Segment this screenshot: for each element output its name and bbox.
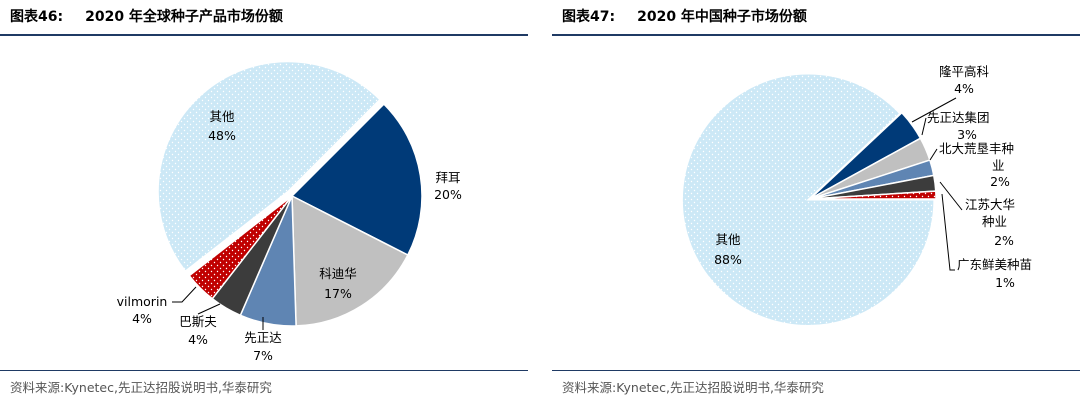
slice-value: 88%	[714, 252, 742, 267]
slice-label: 广东鲜美种苗	[957, 257, 1032, 272]
slice-value: 48%	[208, 128, 236, 143]
slice-value: 1%	[995, 275, 1015, 290]
pie-chart-china: 隆平高科4%先正达集团3%北大荒垦丰种业2%江苏大华种业2%广东鲜美种苗1%其他…	[681, 64, 1032, 327]
slice-label: 先正达	[244, 330, 282, 345]
figure-number: 图表47:	[562, 9, 616, 25]
leader-line	[941, 193, 955, 271]
figure-title: 2020 年中国种子市场份额	[637, 9, 807, 25]
leader-line	[929, 148, 938, 161]
slice-value: 20%	[434, 187, 462, 202]
pie-slice-1	[291, 194, 409, 327]
title-rule	[552, 34, 1080, 36]
slice-value: 7%	[253, 348, 273, 363]
pie-slice-4	[188, 195, 293, 300]
slice-value: 3%	[957, 127, 977, 142]
footer-rule	[0, 370, 528, 371]
slice-value: 2%	[990, 174, 1010, 189]
slice-label: 隆平高科	[939, 64, 990, 79]
title-rule	[0, 34, 528, 36]
slice-label: 其他	[209, 109, 235, 124]
leader-line	[939, 181, 963, 211]
pie-slice-4	[809, 190, 937, 200]
pie-slice-0	[290, 103, 423, 257]
pie-chart-global: 拜耳 20% 科迪华 17% 先正达 7% 巴斯夫 4% vilmorin 4% 其他 48%	[117, 60, 462, 363]
leader-line	[172, 286, 197, 303]
slice-label: 拜耳	[435, 170, 460, 185]
slice-label: 科迪华	[319, 266, 357, 281]
slice-label: 巴斯夫	[179, 314, 217, 329]
slice-value: 17%	[324, 286, 352, 301]
slice-label: 北大荒垦丰种业	[939, 141, 1014, 173]
chart-panel-global: 图表46: 2020 年全球种子产品市场份额 拜耳 20% 科迪华 17% 先正达 7% 巴斯…	[0, 0, 528, 403]
slice-label: vilmorin	[117, 294, 168, 309]
source-note: 资料来源:Kynetec,先正达招股说明书,华泰研究	[10, 380, 272, 395]
figure-title: 2020 年全球种子产品市场份额	[85, 9, 283, 25]
footer-rule	[552, 370, 1080, 371]
slice-label: 江苏大华种业	[965, 197, 1015, 229]
pie-slice-5	[157, 60, 382, 273]
figure-number: 图表46:	[10, 9, 64, 25]
leader-line	[197, 303, 221, 315]
pie-slice-5	[681, 72, 935, 327]
leader-line	[911, 97, 957, 123]
leader-line	[921, 117, 927, 136]
slice-value: 4%	[132, 311, 152, 326]
slice-label: 其他	[715, 232, 741, 247]
chart-panel-china: 图表47: 2020 年中国种子市场份额 隆平高科 4% 先正达集团 3% 北大荒垦丰种业…	[552, 0, 1080, 403]
slice-value: 4%	[954, 81, 974, 96]
source-note: 资料来源:Kynetec,先正达招股说明书,华泰研究	[562, 380, 824, 395]
slice-label: 先正达集团	[927, 110, 990, 125]
chart-title: 图表46: 2020 年全球种子产品市场份额	[10, 6, 283, 26]
slice-value: 2%	[994, 233, 1014, 248]
slice-value: 4%	[188, 332, 208, 347]
chart-title: 图表47: 2020 年中国种子市场份额	[562, 6, 807, 26]
